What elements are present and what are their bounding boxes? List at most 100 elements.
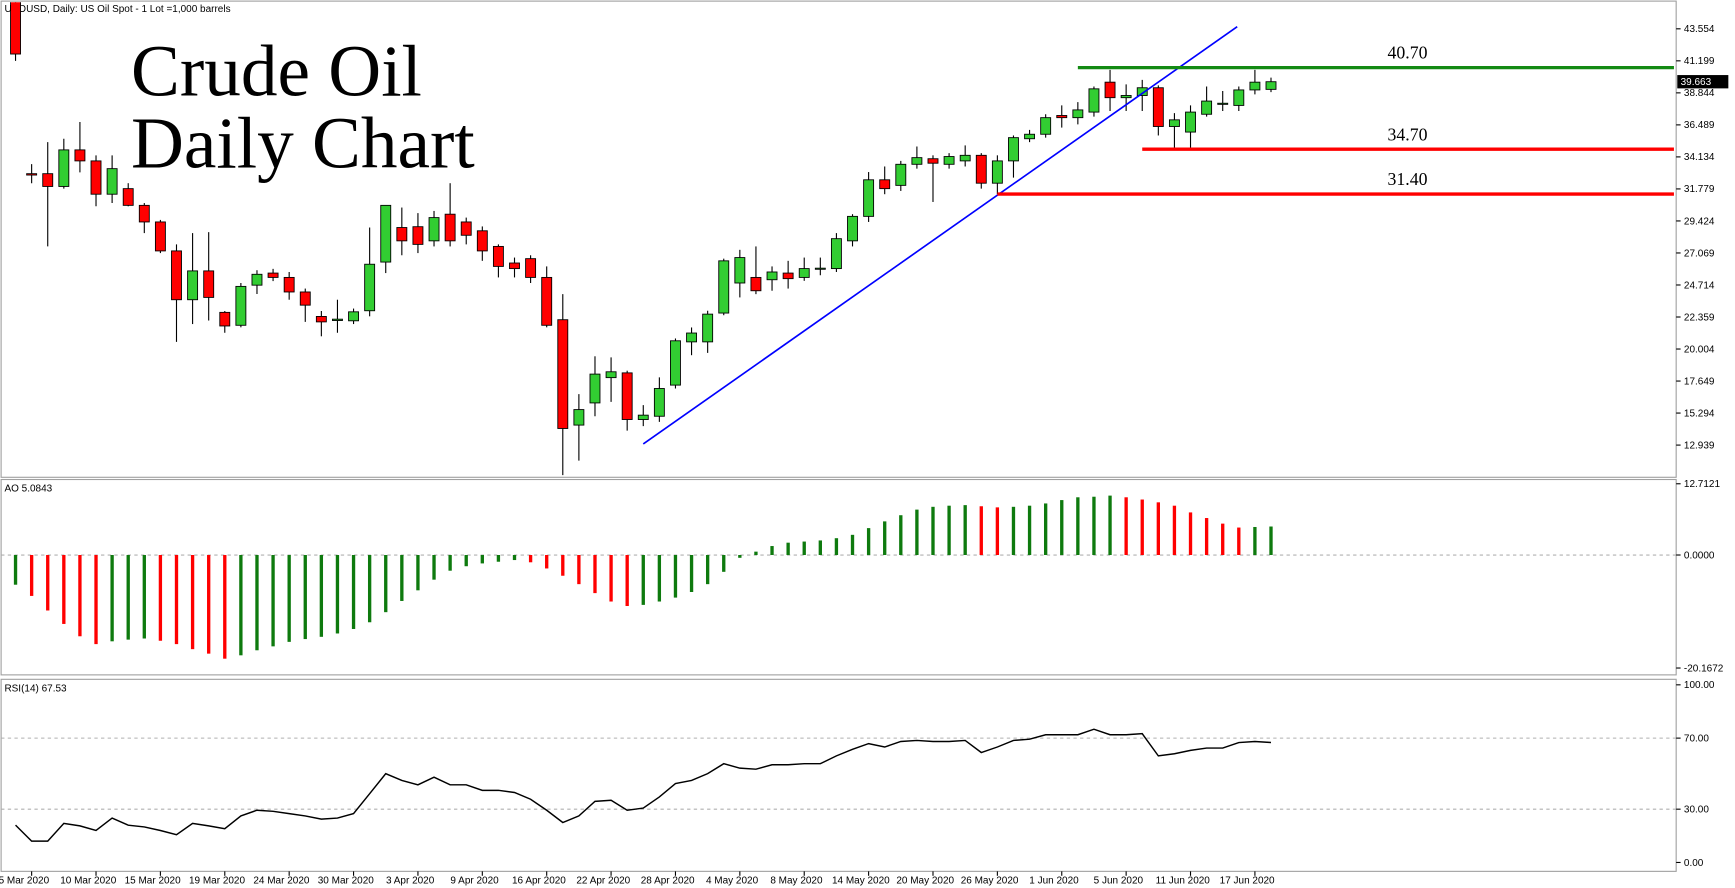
candle-body <box>380 204 392 263</box>
ao-bar <box>1172 505 1177 556</box>
candle-body <box>364 263 376 312</box>
candle-body <box>1024 133 1036 140</box>
candle-body <box>766 271 778 281</box>
level-label: 40.70 <box>1388 43 1428 63</box>
candle-body <box>911 157 923 165</box>
x-tick-label: 4 May 2020 <box>706 876 759 887</box>
ao-bar <box>110 555 114 642</box>
candle-body <box>702 313 714 343</box>
ao-bar <box>400 555 404 601</box>
rsi-title: RSI(14) 67.53 <box>4 684 67 695</box>
ao-bar <box>448 555 452 571</box>
candle-body <box>1088 88 1100 113</box>
y-tick-label: 41.199 <box>1684 56 1715 67</box>
candle-body <box>90 160 102 195</box>
ao-bar <box>287 555 291 642</box>
candle-body <box>138 204 150 223</box>
candle-body <box>492 245 504 267</box>
ao-bar <box>126 555 130 640</box>
ao-title: AO 5.0843 <box>4 484 52 495</box>
candle-body <box>1136 87 1148 96</box>
ao-bar <box>62 555 66 624</box>
candle-body <box>686 332 697 343</box>
candle-body <box>1104 81 1116 99</box>
y-tick-label: 24.714 <box>1684 280 1715 291</box>
x-tick-label: 26 May 2020 <box>961 876 1019 887</box>
ao-bar <box>963 505 967 556</box>
candle-body <box>476 230 488 252</box>
x-tick-label: 19 Mar 2020 <box>189 876 246 887</box>
ao-bar <box>158 555 163 641</box>
ao-bar <box>512 555 517 561</box>
candle-body <box>573 409 585 426</box>
ao-bar <box>303 555 307 640</box>
candle-body <box>187 270 199 301</box>
ao-bar <box>367 555 372 623</box>
y-tick-label: 27.069 <box>1684 248 1715 259</box>
ao-bar <box>1124 497 1128 556</box>
candle-body <box>927 158 939 164</box>
ao-bar <box>46 555 50 611</box>
plot-area <box>1 728 1677 842</box>
y-tick-label: 29.424 <box>1684 216 1715 227</box>
ao-bar <box>561 555 565 576</box>
ao-bar <box>1140 499 1144 556</box>
ao-bar <box>657 555 662 602</box>
ao-bar <box>931 506 935 556</box>
ao-bar <box>223 555 227 659</box>
x-tick-label: 15 Mar 2020 <box>125 876 182 887</box>
rsi-line <box>15 728 1272 842</box>
candle-body <box>750 276 762 292</box>
candle-body <box>26 173 38 176</box>
level-label: 34.70 <box>1388 124 1428 144</box>
y-tick-label: 12.939 <box>1684 440 1715 451</box>
ao-bar <box>915 509 919 556</box>
ao-bar <box>1043 503 1048 556</box>
ao-bar <box>432 555 436 580</box>
y-tick-label: 0.0000 <box>1684 550 1715 561</box>
candle-body <box>895 163 907 186</box>
candle-body <box>734 257 746 284</box>
candle-body <box>959 154 971 162</box>
candle-body <box>879 179 891 190</box>
x-tick-label: 30 Mar 2020 <box>318 876 375 887</box>
candle-body <box>589 373 601 404</box>
y-tick-label: 38.844 <box>1684 88 1715 99</box>
price-box <box>1677 75 1729 89</box>
x-tick-label: 22 Apr 2020 <box>576 876 630 887</box>
candle-body <box>315 316 327 323</box>
y-tick-label: 22.359 <box>1684 312 1715 323</box>
y-tick-label: 0.00 <box>1684 858 1704 869</box>
ao-bar <box>770 546 774 556</box>
ao-bar <box>802 541 806 556</box>
candle-body <box>1201 100 1213 115</box>
ao-bar <box>593 555 597 594</box>
y-tick-label: 70.00 <box>1684 733 1709 744</box>
candle-body <box>332 318 343 321</box>
candle-body <box>235 285 247 326</box>
ao-bar <box>866 528 871 556</box>
chart-title: Crude Oil <box>131 30 422 111</box>
candle-body <box>1217 102 1229 105</box>
ao-bar <box>1204 518 1209 556</box>
level-label: 31.40 <box>1388 169 1428 189</box>
ao-bar <box>464 555 468 567</box>
ao-bar <box>705 555 710 585</box>
candle-body <box>943 156 955 165</box>
ao-bar <box>78 555 82 637</box>
candle-body <box>1008 137 1019 162</box>
candle-body <box>58 149 70 187</box>
ao-bar <box>979 506 983 556</box>
candle-body <box>42 173 54 187</box>
ao-bar <box>995 507 1000 556</box>
candle-body <box>74 149 86 162</box>
ao-bar <box>1108 495 1112 556</box>
plot-area <box>10 2 1674 476</box>
candle-body <box>621 372 633 420</box>
ao-bar <box>899 515 903 556</box>
candle-body <box>219 311 231 327</box>
candle-body <box>1152 87 1164 127</box>
ao-bar <box>689 555 694 592</box>
candle-body <box>106 168 118 195</box>
